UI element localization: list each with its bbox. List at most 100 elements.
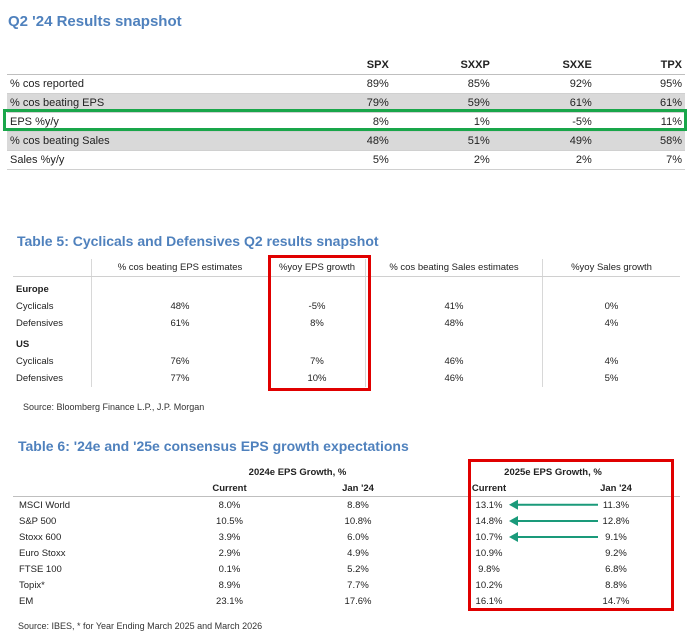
snapshot-header-row: SPX SXXP SXXE TPX (7, 56, 685, 75)
table6-source: Source: IBES, * for Year Ending March 20… (18, 621, 263, 631)
snapshot-cell: 58% (594, 131, 685, 151)
table6-row-label: Stoxx 600 (19, 531, 62, 543)
table5-cell: 77% (91, 370, 269, 387)
table6-row: Stoxx 600 3.9% 6.0% 10.7% 9.1% (13, 529, 680, 545)
table5-row: Cyclicals 48% -5% 41% 0% (13, 298, 680, 315)
eps-growth-highlight-box (268, 255, 371, 391)
table5-cell: 48% (365, 315, 543, 332)
table5-cell: 4% (542, 353, 680, 370)
table6-cell: 6.0% (347, 531, 369, 543)
table6-row: MSCI World 8.0% 8.8% 13.1% 11.3% (13, 497, 680, 514)
snapshot-cell: 11% (594, 112, 685, 132)
table6-cell: 16.1% (475, 595, 503, 607)
eps-highlight-box (3, 109, 687, 131)
snapshot-cell: 51% (391, 131, 493, 151)
snapshot-col-header (7, 56, 300, 75)
table6: 2024e EPS Growth, % 2025e EPS Growth, % … (13, 464, 680, 609)
snapshot-cell: 7% (594, 150, 685, 170)
table6-group-header: 2025e EPS Growth, % (504, 466, 602, 478)
table5-cell: 0% (542, 298, 680, 315)
snapshot-cell: 8% (299, 112, 392, 132)
table5-col-header: % cos beating EPS estimates (91, 259, 269, 277)
snapshot-cell: 59% (391, 93, 493, 113)
table6-title: Table 6: '24e and '25e consensus EPS gro… (18, 438, 409, 454)
snapshot-col-header: SXXE (492, 56, 595, 75)
table6-cell: 14.7% (602, 595, 630, 607)
table6-cell: 9.1% (605, 531, 627, 543)
table5-cell: 76% (91, 353, 269, 370)
table6-cell: 10.8% (344, 515, 372, 527)
snapshot-cell: 85% (391, 74, 493, 94)
snapshot-cell: -5% (492, 112, 595, 132)
table6-group-header: 2024e EPS Growth, % (248, 466, 347, 478)
snapshot-row: Sales %y/y 5% 2% 2% 7% (7, 150, 685, 170)
table5-col-header: %yoy Sales growth (542, 259, 680, 277)
table5-title: Table 5: Cyclicals and Defensives Q2 res… (17, 233, 379, 249)
table6-cell: 10.2% (475, 579, 503, 591)
table5-cell: 46% (365, 370, 543, 387)
table5-source: Source: Bloomberg Finance L.P., J.P. Mor… (23, 402, 205, 412)
table6-sub-header: Current (169, 480, 290, 497)
table5-group-label: US (16, 339, 30, 350)
arrow-head-icon (509, 516, 518, 526)
table6-cell: 8.8% (605, 579, 627, 591)
table5-group-row: Europe (13, 281, 680, 298)
table6-cell: 8.8% (347, 499, 369, 511)
snapshot-cell: 2% (492, 150, 595, 170)
table5-group-label: Europe (16, 284, 49, 295)
table6-cell: 10.9% (475, 547, 503, 559)
table6-row: Topix* 8.9% 7.7% 10.2% 8.8% (13, 577, 680, 593)
table5-row: Cyclicals 76% 7% 46% 4% (13, 353, 680, 370)
table5-header-row: % cos beating EPS estimates %yoy EPS gro… (13, 259, 680, 277)
table6-sub-header: Jan '24 (290, 480, 426, 497)
table5-cell: 5% (542, 370, 680, 387)
table5-row-label: Cyclicals (16, 301, 54, 312)
snapshot-row: % cos reported 89% 85% 92% 95% (7, 74, 685, 94)
table6-row-label: MSCI World (19, 499, 71, 511)
table5-col-header (13, 259, 92, 277)
table6-cell: 8.9% (218, 579, 241, 591)
snapshot-row-label: % cos reported (7, 74, 300, 94)
table6-cell: 4.9% (347, 547, 369, 559)
snapshot-row: % cos beating EPS 79% 59% 61% 61% (7, 93, 685, 113)
snapshot-cell: 61% (492, 93, 595, 113)
table6-cell: 0.1% (218, 563, 241, 575)
snapshot-row-label: % cos beating EPS (7, 93, 300, 113)
table6-cell: 3.9% (218, 531, 241, 543)
table6-cell: 10.7% (475, 531, 503, 543)
table6-group-header-row: 2024e EPS Growth, % 2025e EPS Growth, % (13, 464, 680, 480)
2025e-highlight-box (468, 459, 674, 611)
table6-sub-header: Jan '24 (552, 480, 680, 497)
snapshot-cell: 1% (391, 112, 493, 132)
table6-row-label: Topix* (19, 579, 45, 591)
table6-row-label: EM (19, 595, 34, 607)
table6-cell: 9.8% (478, 563, 500, 575)
table5-cell: 4% (542, 315, 680, 332)
table6-row-label: FTSE 100 (19, 563, 62, 575)
table5-col-header: % cos beating Sales estimates (365, 259, 543, 277)
table6-row: S&P 500 10.5% 10.8% 14.8% 12.8% (13, 513, 680, 529)
table6-row-label: S&P 500 (19, 515, 57, 527)
table5-cell: 61% (91, 315, 269, 332)
table6-cell: 17.6% (344, 595, 372, 607)
table6-row-label: Euro Stoxx (19, 547, 66, 559)
table6-sub-header-row: Current Jan '24 Current Jan '24 (13, 480, 680, 497)
table6-cell: 7.7% (347, 579, 369, 591)
table5-row: Defensives 77% 10% 46% 5% (13, 370, 680, 387)
table6-cell: 9.2% (605, 547, 627, 559)
snapshot-col-header: TPX (594, 56, 685, 75)
snapshot-cell: 5% (299, 150, 392, 170)
table6-cell: 10.5% (216, 515, 243, 527)
table6-cell: 14.8% (475, 515, 503, 527)
table6-cell: 12.8% (602, 515, 630, 527)
snapshot-row-label: EPS %y/y (7, 112, 300, 132)
snapshot-row-label: % cos beating Sales (7, 131, 300, 151)
table6-cell: 23.1% (216, 595, 243, 607)
snapshot-cell: 95% (594, 74, 685, 94)
table6-cell: 11.3% (602, 499, 630, 511)
snapshot-table: SPX SXXP SXXE TPX % cos reported 89% 85% 92… (7, 56, 685, 170)
table6-cell: 8.0% (218, 499, 241, 511)
snapshot-cell: 61% (594, 93, 685, 113)
table5-cell: 41% (365, 298, 543, 315)
